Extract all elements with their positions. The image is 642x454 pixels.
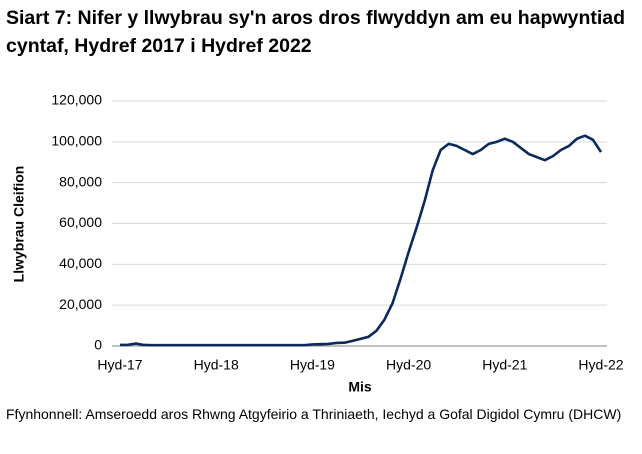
y-axis-label: Llwybrau Cleifion <box>11 166 27 283</box>
y-tick-label: 20,000 <box>59 296 102 312</box>
x-tick-label: Hyd-21 <box>482 357 527 373</box>
source-note: Ffynhonnell: Amseroedd aros Rhwng Atgyfe… <box>6 406 622 422</box>
x-axis-label: Mis <box>348 379 372 395</box>
y-tick-label: 100,000 <box>51 133 102 149</box>
x-tick-label: Hyd-20 <box>386 357 431 373</box>
x-tick-label: Hyd-18 <box>194 357 239 373</box>
y-tick-label: 40,000 <box>59 255 102 271</box>
chart-title: Siart 7: Nifer y llwybrau sy'n aros dros… <box>6 7 626 57</box>
x-tick-label: Hyd-17 <box>97 357 142 373</box>
y-tick-label: 80,000 <box>59 173 102 189</box>
y-tick-label: 0 <box>94 337 102 353</box>
y-tick-label: 60,000 <box>59 214 102 230</box>
chart: Llwybrau Cleifion Mis 0 20,000 40,000 60,00… <box>11 92 624 395</box>
y-tick-label: 120,000 <box>51 92 102 108</box>
data-line <box>119 134 603 347</box>
x-tick-label: Hyd-22 <box>578 357 623 373</box>
x-tick-label: Hyd-19 <box>290 357 335 373</box>
